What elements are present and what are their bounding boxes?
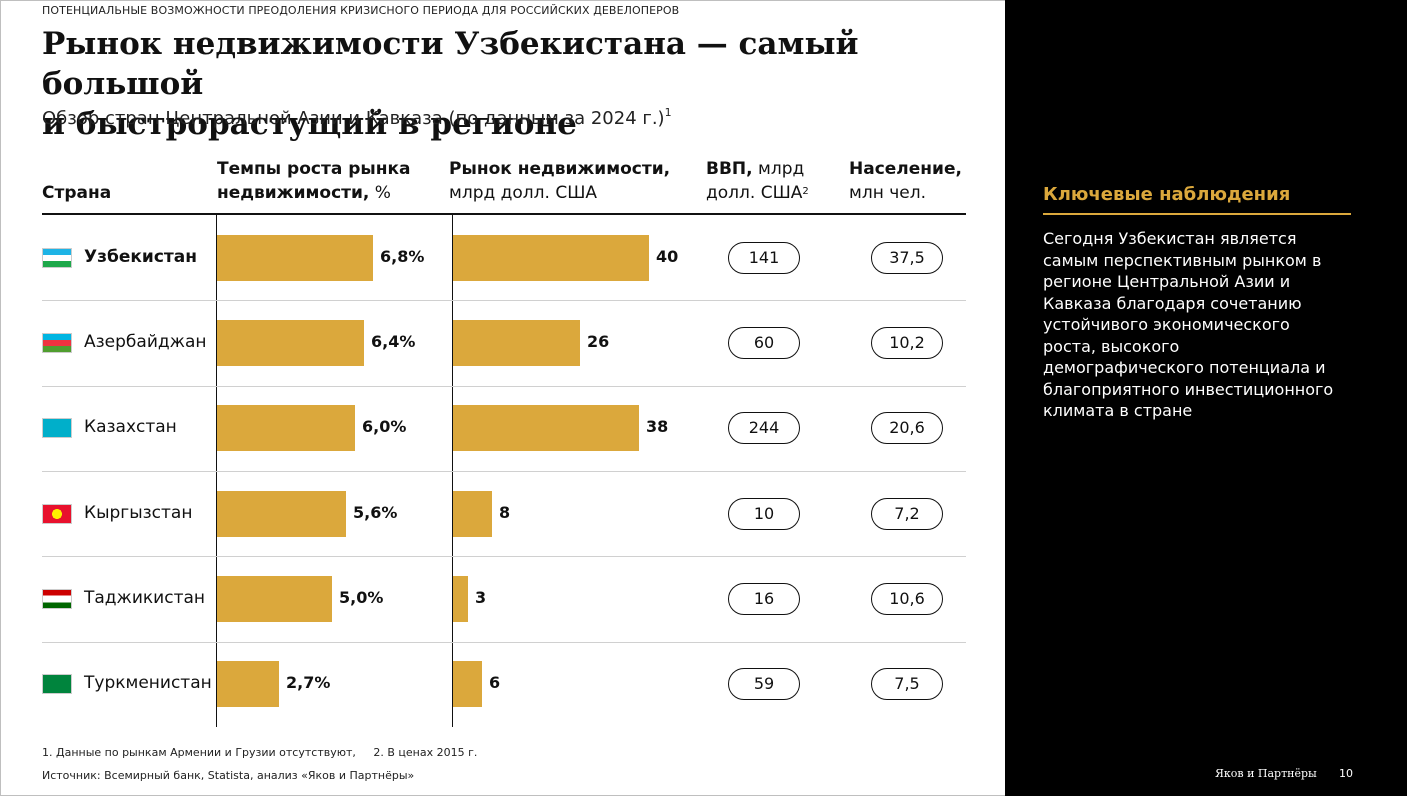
country-flag-icon [42, 247, 72, 268]
country-flag-icon [42, 332, 72, 353]
growth-bar [217, 575, 332, 622]
header-growth-unit: % [369, 183, 391, 203]
brand-logo-text: Яков и Партнёры [1215, 767, 1317, 780]
header-growth-line1: Темпы роста рынка [217, 159, 411, 179]
market-value-label: 38 [646, 417, 669, 437]
market-value-label: 8 [499, 502, 511, 522]
page-title: Рынок недвижимости Узбекистана — самый б… [42, 24, 982, 144]
row-separator [42, 470, 966, 472]
header-market: Рынок недвижимости, млрд долл. США [449, 157, 670, 205]
growth-bar [217, 319, 364, 366]
growth-bar [217, 661, 279, 708]
country-name: Туркменистан [84, 673, 212, 694]
panel-divider [1043, 213, 1351, 215]
row-separator [42, 641, 966, 643]
panel-title: Ключевые наблюдения [1043, 184, 1291, 205]
header-pop-bold: Население, [849, 159, 962, 179]
source-note: Источник: Всемирный банк, Statista, анал… [42, 769, 415, 782]
page-number: 10 [1339, 767, 1353, 780]
header-gdp-footnote-mark: 2 [802, 186, 809, 197]
market-value-label: 6 [489, 673, 501, 693]
growth-value-label: 6,0% [362, 417, 407, 437]
gdp-value-pill: 141 [728, 241, 800, 274]
growth-value-label: 5,6% [353, 502, 398, 522]
gdp-value-pill: 16 [728, 582, 800, 615]
market-bar [453, 661, 482, 708]
title-line-1: Рынок недвижимости Узбекистана — самый б… [42, 26, 859, 102]
growth-value-label: 6,4% [371, 331, 416, 351]
header-market-bold: Рынок недвижимости, [449, 159, 671, 179]
kicker: ПОТЕНЦИАЛЬНЫЕ ВОЗМОЖНОСТИ ПРЕОДОЛЕНИЯ КР… [42, 4, 680, 17]
row-separator [42, 385, 966, 387]
key-observations-panel: Ключевые наблюдения Сегодня Узбекистан я… [1005, 0, 1407, 796]
row-separator [42, 300, 966, 302]
header-market-unit: млрд долл. США [449, 183, 598, 203]
row-separator [42, 556, 966, 558]
header-population: Население, млн чел. [849, 157, 962, 205]
title-line-2: и быстрорастущий в регионе [42, 106, 577, 142]
country-name: Узбекистан [84, 246, 197, 267]
market-value-label: 26 [587, 331, 610, 351]
population-value-pill: 10,6 [871, 582, 943, 615]
header-divider [42, 213, 966, 215]
header-country: Страна [42, 183, 112, 203]
market-bar [453, 490, 492, 537]
gdp-value-pill: 59 [728, 668, 800, 701]
footnote-2: 2. В ценах 2015 г. [373, 746, 478, 759]
country-name: Кыргызстан [84, 502, 193, 523]
panel-text: Сегодня Узбекистан является самым перспе… [1043, 229, 1334, 420]
header-growth-line2: недвижимости, [217, 183, 370, 203]
growth-bar [217, 490, 346, 537]
country-name: Таджикистан [84, 587, 206, 608]
country-name: Азербайджан [84, 331, 207, 352]
population-value-pill: 20,6 [871, 412, 943, 445]
main-content: ПОТЕНЦИАЛЬНЫЕ ВОЗМОЖНОСТИ ПРЕОДОЛЕНИЯ КР… [42, 4, 982, 782]
growth-value-label: 5,0% [339, 587, 384, 607]
market-bar [453, 575, 468, 622]
footnote-1: 1. Данные по рынкам Армении и Грузии отс… [42, 746, 478, 759]
header-growth: Темпы роста рынка недвижимости, % [217, 157, 411, 205]
growth-bar [217, 234, 373, 281]
country-flag-icon [42, 418, 72, 439]
country-flag-icon [42, 503, 72, 524]
gdp-value-pill: 244 [728, 412, 800, 445]
population-value-pill: 10,2 [871, 326, 943, 359]
market-bar [453, 234, 649, 281]
header-gdp-unit1: млрд [752, 159, 805, 179]
subtitle-text: Обзор стран Центральной Азии и Кавказа (… [42, 108, 665, 129]
header-pop-unit: млн чел. [849, 183, 926, 203]
growth-value-label: 2,7% [286, 673, 331, 693]
country-flag-icon [42, 674, 72, 695]
population-value-pill: 37,5 [871, 241, 943, 274]
header-gdp: ВВП, млрд долл. США2 [706, 157, 809, 205]
country-name: Казахстан [84, 417, 177, 438]
gdp-value-pill: 60 [728, 326, 800, 359]
market-bar [453, 405, 639, 452]
growth-bar [217, 405, 355, 452]
market-value-label: 40 [656, 246, 679, 266]
population-value-pill: 7,5 [871, 668, 943, 701]
population-value-pill: 7,2 [871, 497, 943, 530]
growth-value-label: 6,8% [380, 246, 425, 266]
market-value-label: 3 [475, 587, 487, 607]
subtitle-footnote-mark: 1 [664, 106, 672, 119]
gdp-value-pill: 10 [728, 497, 800, 530]
country-flag-icon [42, 588, 72, 609]
header-gdp-bold: ВВП, [706, 159, 753, 179]
market-bar [453, 319, 580, 366]
subtitle: Обзор стран Центральной Азии и Кавказа (… [42, 106, 672, 129]
header-gdp-unit2: долл. США [706, 183, 803, 203]
